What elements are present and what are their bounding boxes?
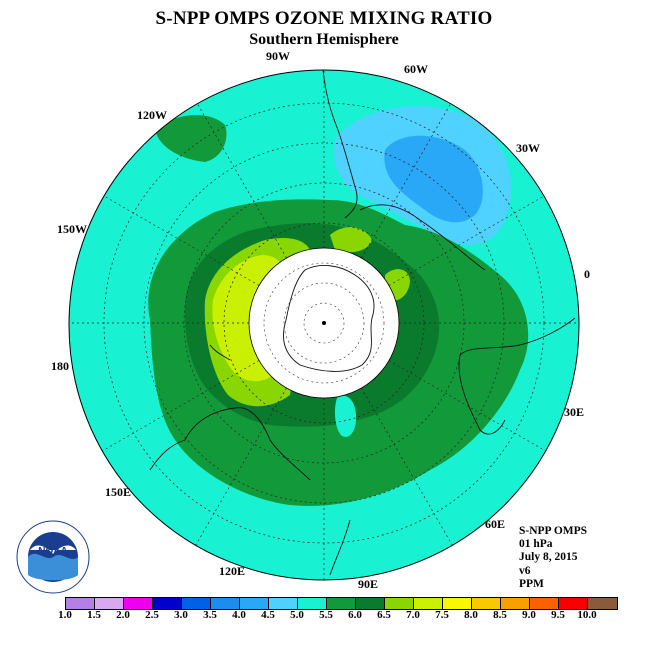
nz-coast bbox=[209, 344, 231, 361]
latitude-circle bbox=[103, 102, 545, 544]
colorbar-ticks: 1.0 1.5 2.0 2.5 3.0 3.5 4.0 4.5 5.0 5.5 6.0 6.5 7.0 7… bbox=[52, 609, 612, 623]
meridian-line bbox=[194, 322, 325, 547]
colorbar-swatch bbox=[501, 598, 530, 609]
colorbar-tick-label: 2.0 bbox=[116, 609, 130, 621]
colorbar-swatch bbox=[588, 598, 617, 609]
noaa-logo: NOAA bbox=[16, 520, 90, 594]
meridian-line bbox=[194, 99, 325, 324]
info-block: S-NPP OMPS 01 hPa July 8, 2015 v6 PPM bbox=[519, 525, 587, 591]
australia-coast bbox=[149, 407, 311, 481]
lon-label-150e: 150E bbox=[105, 485, 131, 499]
colorbar-tick-label: 7.0 bbox=[406, 609, 420, 621]
map-border bbox=[68, 69, 580, 581]
colorbar-tick-label: 7.5 bbox=[435, 609, 449, 621]
colorbar-tick-label: 8.0 bbox=[464, 609, 478, 621]
colorbar-swatch bbox=[443, 598, 472, 609]
latitude-circle bbox=[183, 182, 465, 464]
lon-label-120w: 120W bbox=[137, 108, 167, 122]
colorbar-tick-label: 3.0 bbox=[174, 609, 188, 621]
latitude-circle bbox=[223, 222, 425, 424]
colorbar-swatch bbox=[530, 598, 559, 609]
lon-label-180: 180 bbox=[51, 359, 69, 373]
info-units: PPM bbox=[519, 577, 544, 590]
colorbar-tick-label: 1.0 bbox=[58, 609, 72, 621]
colorbar-tick-label: 4.0 bbox=[232, 609, 246, 621]
info-level: 01 hPa bbox=[519, 538, 553, 551]
lon-label-60e: 60E bbox=[485, 517, 505, 531]
colorbar-tick-label: 3.5 bbox=[203, 609, 217, 621]
colorbar-tick-label: 5.5 bbox=[319, 609, 333, 621]
colorbar-tick-label: 10.0 bbox=[577, 609, 597, 621]
colorbar-swatch bbox=[153, 598, 182, 609]
colorbar-tick-label: 4.5 bbox=[261, 609, 275, 621]
colorbar-swatch bbox=[414, 598, 443, 609]
colorbar bbox=[65, 597, 618, 610]
meridian-line bbox=[100, 193, 325, 324]
polar-graticule bbox=[263, 262, 385, 384]
colorbar-swatch bbox=[124, 598, 153, 609]
noaa-logo-text: NOAA bbox=[38, 546, 67, 557]
colorbar-swatch bbox=[269, 598, 298, 609]
colorbar-swatch bbox=[356, 598, 385, 609]
colorbar-swatch bbox=[240, 598, 269, 609]
colorbar-tick-label: 2.5 bbox=[145, 609, 159, 621]
lon-label-150w: 150W bbox=[57, 222, 87, 236]
green-patch-120w bbox=[155, 114, 227, 162]
colorbar-tick-label: 9.5 bbox=[551, 609, 565, 621]
antarctica-coast bbox=[283, 264, 375, 372]
info-instrument: S-NPP OMPS bbox=[519, 525, 588, 537]
meridian-line bbox=[323, 193, 548, 324]
lon-label-90e: 90E bbox=[358, 577, 378, 591]
colorbar-swatch bbox=[66, 598, 95, 609]
south-atlantic-coast bbox=[359, 204, 486, 271]
colorbar-swatch bbox=[327, 598, 356, 609]
colorbar-swatch bbox=[182, 598, 211, 609]
meridian-line bbox=[323, 99, 454, 324]
colorbar-tick-label: 5.0 bbox=[290, 609, 304, 621]
lon-label-120e: 120E bbox=[219, 564, 245, 578]
south-pole-dot bbox=[322, 321, 326, 325]
colorbar-tick-label: 9.0 bbox=[522, 609, 536, 621]
lon-label-0: 0 bbox=[584, 267, 590, 281]
coastlines bbox=[149, 70, 576, 576]
colorbar-swatch bbox=[95, 598, 124, 609]
south-america-coast bbox=[322, 70, 358, 219]
lon-label-60w: 60W bbox=[404, 62, 428, 76]
map-subtitle: Southern Hemisphere bbox=[249, 31, 399, 48]
colorbar-tick-label: 6.0 bbox=[348, 609, 362, 621]
colorbar-swatch bbox=[298, 598, 327, 609]
info-date: July 8, 2015 bbox=[519, 551, 578, 564]
lon-label-30w: 30W bbox=[516, 141, 540, 155]
lon-label-90w: 90W bbox=[266, 49, 290, 63]
meridian-line bbox=[323, 322, 454, 547]
band-6-5-7-0-north bbox=[330, 227, 372, 253]
indian-coast bbox=[329, 519, 351, 576]
map-title: S-NPP OMPS OZONE MIXING RATIO bbox=[155, 8, 493, 29]
lon-label-30e: 30E bbox=[564, 405, 584, 419]
colorbar-swatch bbox=[559, 598, 588, 609]
colorbar-swatch bbox=[211, 598, 240, 609]
colorbar-swatch bbox=[472, 598, 501, 609]
meridian-line bbox=[100, 322, 325, 453]
latitude-circle bbox=[143, 142, 505, 504]
colorbar-swatch bbox=[385, 598, 414, 609]
africa-coast bbox=[458, 317, 576, 435]
low-patch-south bbox=[334, 395, 357, 437]
colorbar-tick-label: 1.5 bbox=[87, 609, 101, 621]
colorbar-tick-label: 8.5 bbox=[493, 609, 507, 621]
info-version: v6 bbox=[519, 564, 531, 577]
meridian-line bbox=[323, 322, 548, 453]
graticule bbox=[69, 70, 579, 580]
low-ozone-inner bbox=[384, 135, 483, 223]
colorbar-tick-label: 6.5 bbox=[377, 609, 391, 621]
